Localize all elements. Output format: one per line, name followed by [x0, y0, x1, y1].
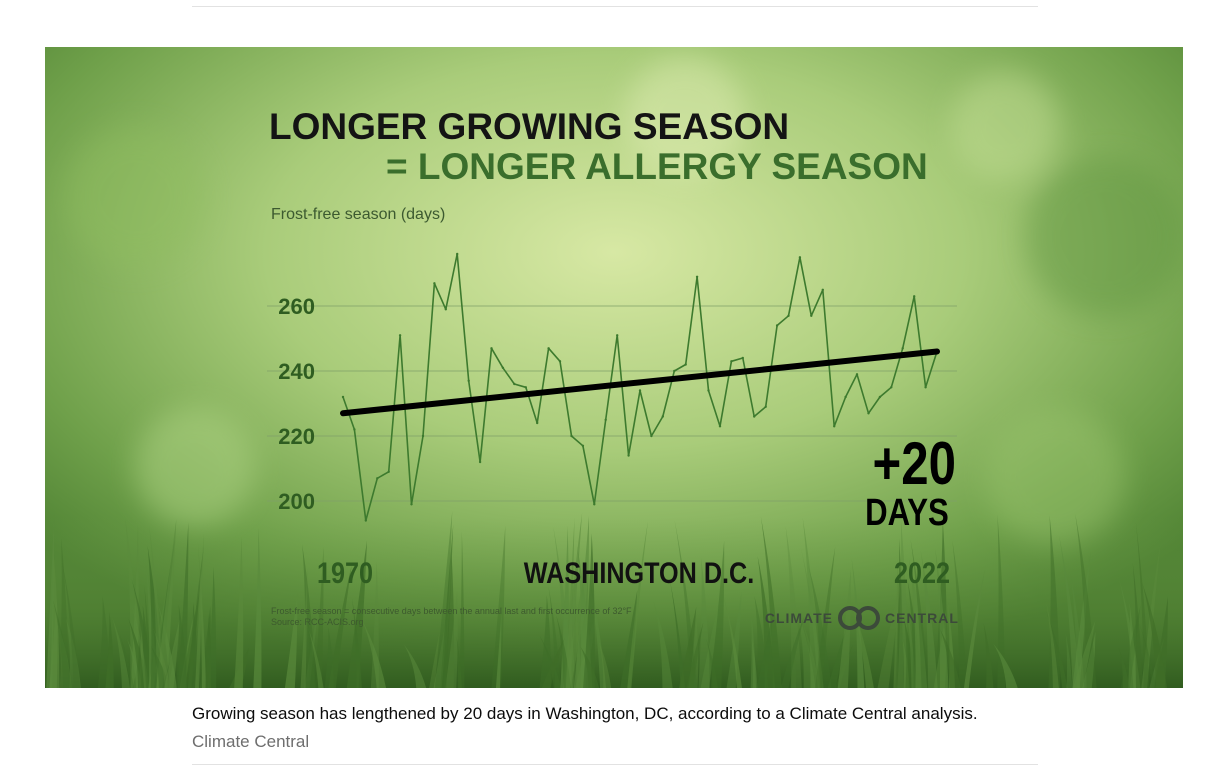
data-point-2020: [913, 295, 916, 298]
y-axis-label: Frost-free season (days): [271, 206, 445, 223]
location-label: WASHINGTON D.C.: [524, 556, 754, 590]
bokeh-decoration: [65, 57, 1183, 547]
chart-title-line2: = LONGER ALLERGY SEASON: [386, 146, 928, 187]
data-point-1987: [536, 421, 539, 425]
data-point-1981: [467, 379, 470, 382]
data-point-2012: [821, 288, 824, 291]
data-point-1999: [673, 369, 676, 373]
image-credit: Climate Central: [192, 732, 310, 751]
data-point-1998: [661, 415, 664, 418]
data-point-1997: [650, 434, 653, 438]
data-point-2010: [798, 256, 802, 259]
data-point-1971: [353, 428, 356, 431]
logo-text-right: CENTRAL: [885, 610, 959, 626]
data-point-1970: [341, 395, 345, 399]
data-point-1989: [558, 360, 562, 363]
footnote-source: Source: RCC-ACIS.org: [271, 617, 364, 627]
data-point-2003: [718, 425, 722, 428]
data-point-1972: [364, 519, 367, 522]
data-point-2011: [810, 314, 813, 317]
data-point-2000: [684, 363, 687, 366]
x-tick-label-1970: 1970: [317, 556, 373, 590]
data-point-2006: [753, 415, 756, 418]
logo-text-left: CLIMATE: [765, 610, 833, 626]
data-point-1994: [616, 334, 619, 337]
badge-unit: DAYS: [865, 492, 949, 534]
chart-svg: LONGER GROWING SEASON = LONGER ALLERGY S…: [45, 47, 1183, 688]
top-divider: [192, 6, 1038, 7]
data-point-1983: [490, 347, 493, 350]
data-point-1982: [478, 460, 482, 464]
y-tick-label-260: 260: [278, 294, 315, 319]
data-point-1979: [444, 308, 447, 311]
bottom-divider: [192, 764, 1038, 765]
x-tick-label-2022: 2022: [894, 556, 950, 590]
data-point-1988: [547, 347, 550, 350]
data-point-2019: [901, 347, 904, 350]
footnote-definition: Frost-free season = consecutive days bet…: [271, 606, 632, 616]
data-point-1991: [581, 444, 585, 447]
data-point-1977: [421, 434, 425, 438]
data-point-2016: [867, 412, 870, 415]
data-point-2018: [890, 386, 893, 389]
y-tick-label-220: 220: [278, 424, 315, 449]
data-point-2017: [878, 395, 882, 399]
data-point-1976: [410, 503, 413, 506]
data-point-1995: [627, 454, 630, 457]
y-tick-labels: 200 220 240 260: [278, 294, 315, 514]
x-tick-labels: 1970 2022: [317, 556, 950, 590]
trend-line: [340, 348, 940, 417]
data-point-2021: [924, 386, 927, 389]
data-point-1973: [376, 477, 379, 480]
data-point-2013: [833, 425, 836, 428]
data-point-2014: [844, 395, 847, 399]
data-point-1985: [513, 382, 516, 386]
data-point-2004: [730, 360, 733, 363]
chart-title-line1: LONGER GROWING SEASON: [269, 106, 789, 147]
data-point-1990: [570, 434, 573, 438]
climate-central-logo-icon: [838, 606, 880, 630]
data-point-1992: [593, 503, 596, 506]
data-point-2015: [855, 373, 859, 376]
y-tick-label-240: 240: [278, 359, 315, 384]
data-point-2007: [764, 405, 767, 408]
grass-overlay: [45, 517, 1183, 688]
grass-blades: [45, 511, 1168, 688]
image-caption: Growing season has lengthened by 20 days…: [192, 704, 978, 723]
data-point-2009: [787, 314, 790, 317]
data-point-2008: [775, 324, 779, 327]
data-point-1993: [604, 418, 607, 421]
data-point-1984: [501, 366, 505, 369]
data-point-1974: [387, 470, 390, 473]
y-tick-label-200: 200: [278, 489, 315, 514]
data-point-1975: [398, 334, 402, 337]
data-point-1978: [433, 282, 436, 285]
data-point-2005: [741, 356, 744, 360]
data-point-2002: [707, 389, 710, 392]
series-layer: [340, 252, 940, 522]
data-point-1996: [638, 389, 642, 392]
chart-figure: LONGER GROWING SEASON = LONGER ALLERGY S…: [45, 47, 1183, 688]
data-point-1986: [524, 386, 527, 389]
badge-number: +20: [873, 429, 956, 497]
data-point-2001: [695, 275, 699, 278]
data-point-1980: [456, 252, 459, 256]
